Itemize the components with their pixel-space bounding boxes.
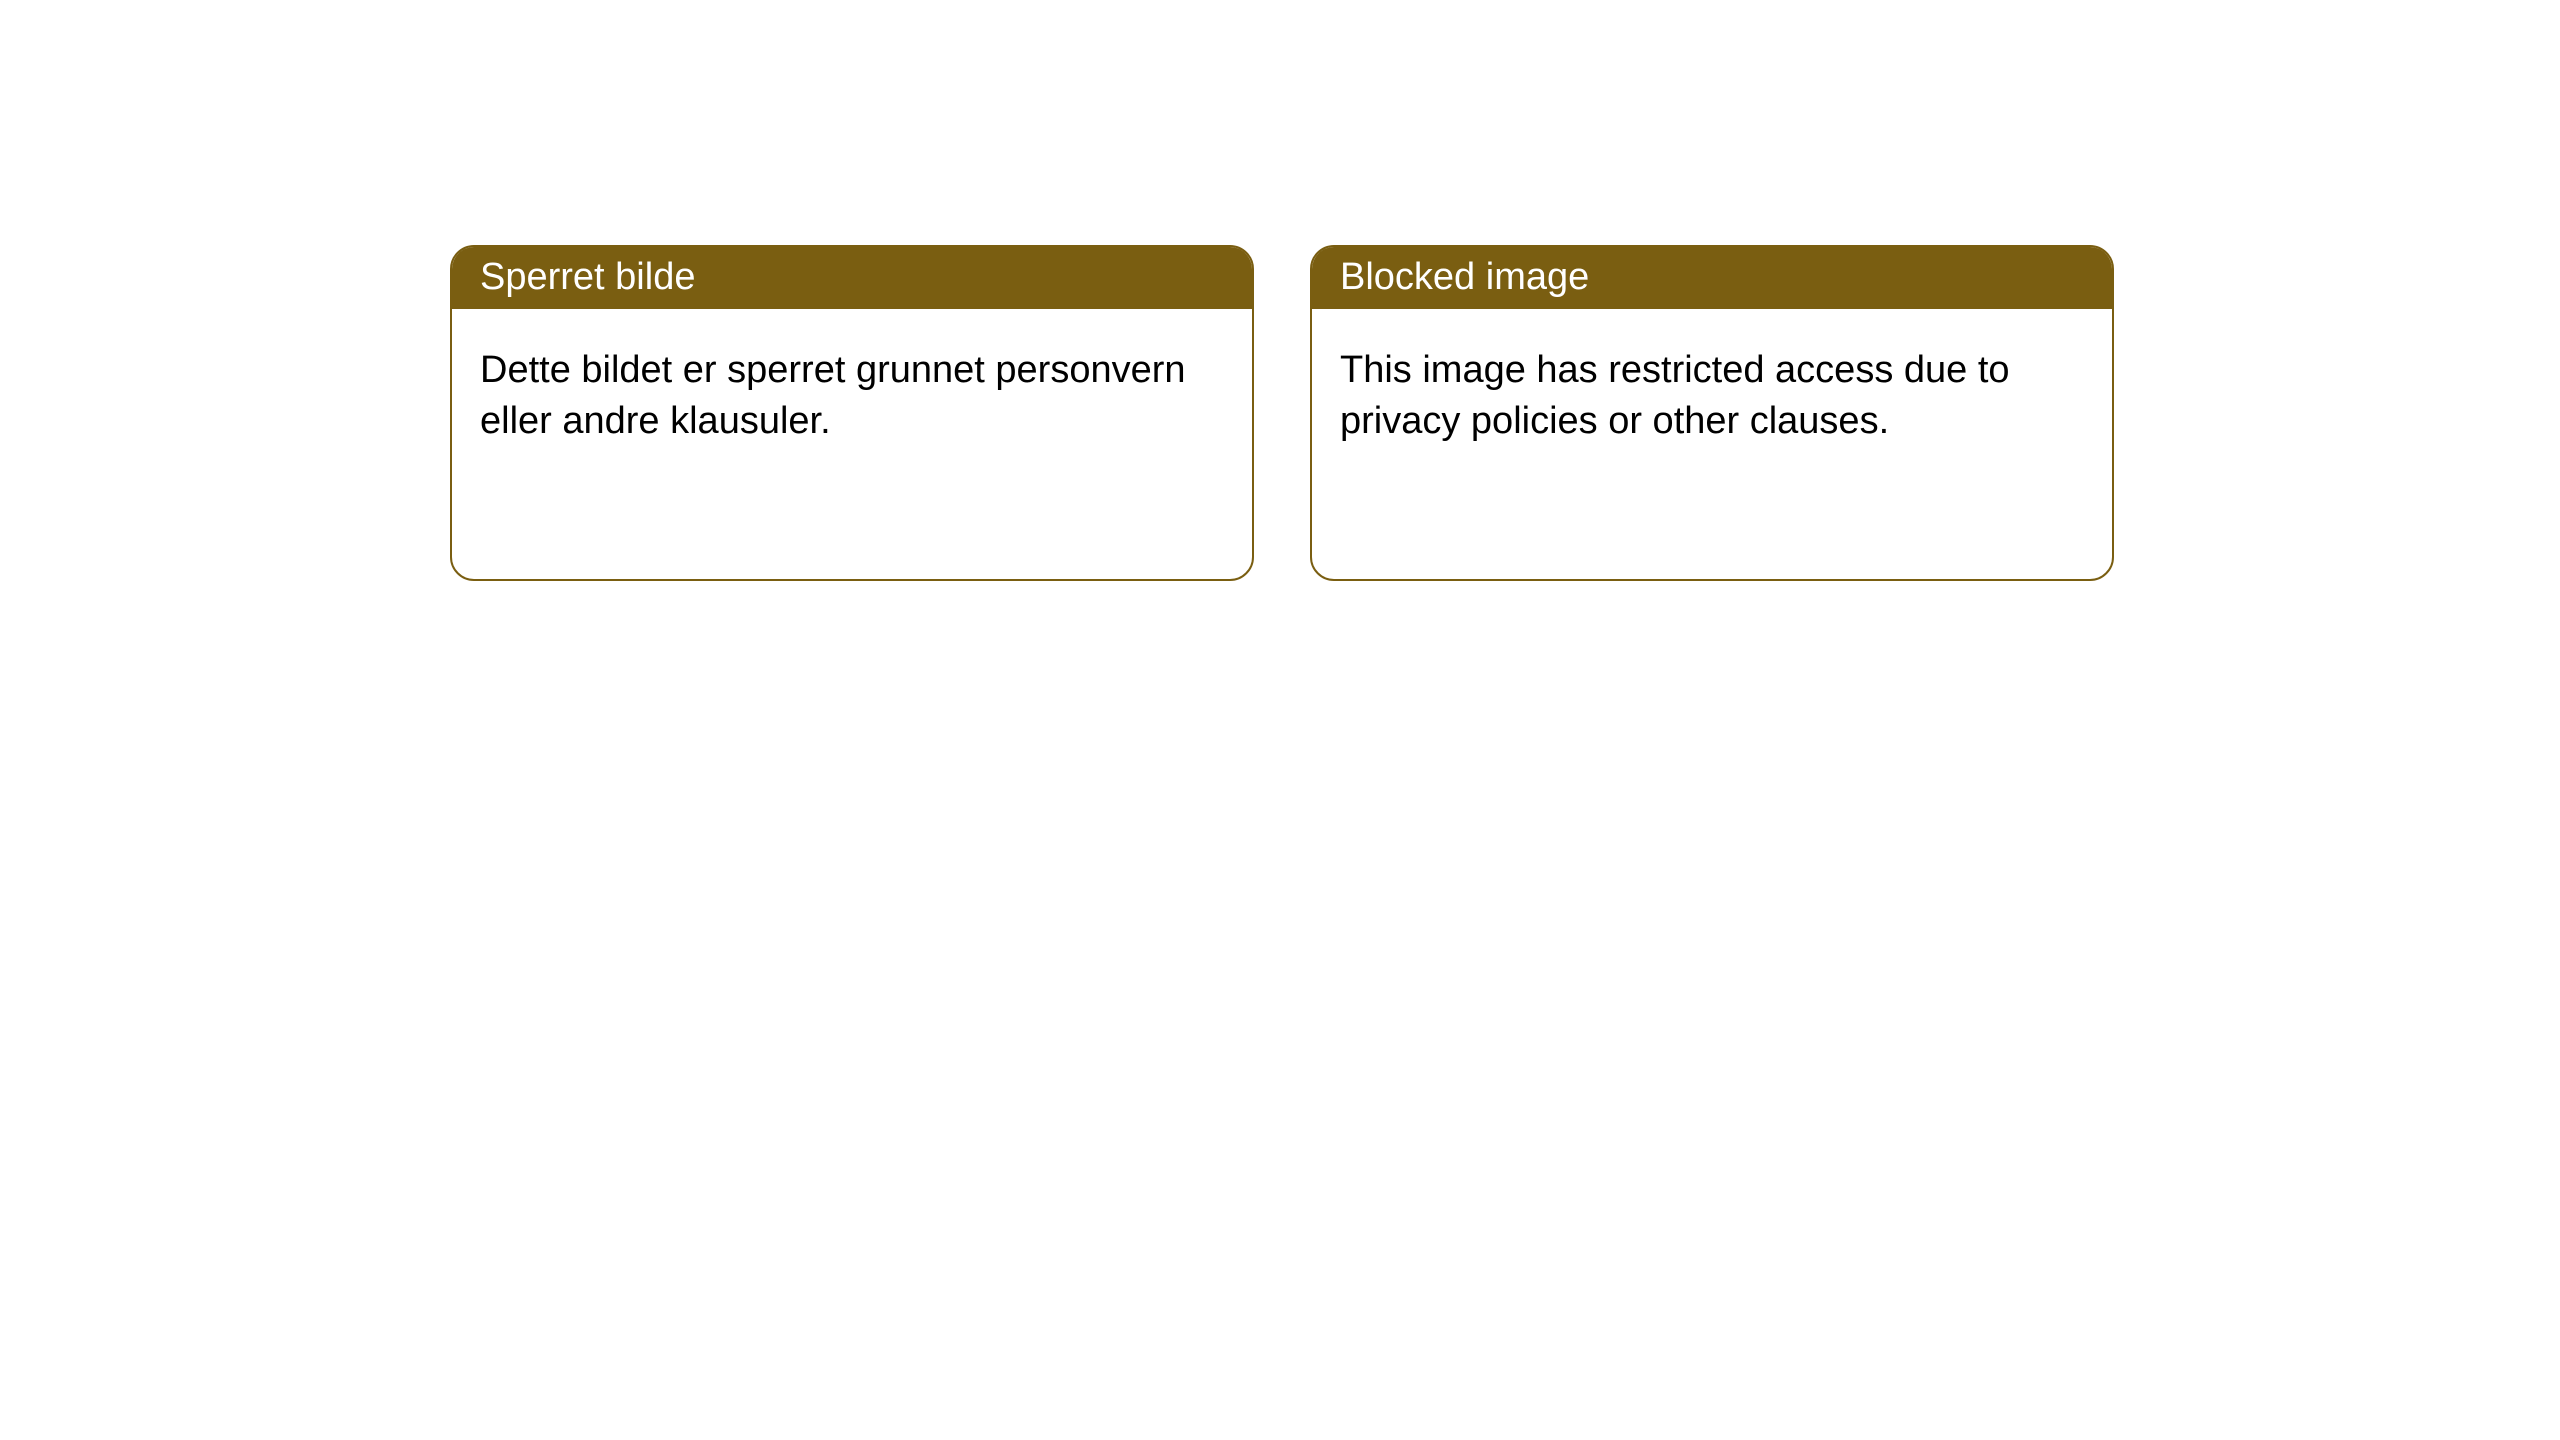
notice-header: Sperret bilde — [452, 247, 1252, 309]
notice-title: Sperret bilde — [480, 256, 695, 298]
notice-card-norwegian: Sperret bilde Dette bildet er sperret gr… — [450, 245, 1254, 581]
notice-body-text: This image has restricted access due to … — [1340, 349, 2010, 442]
notice-header: Blocked image — [1312, 247, 2112, 309]
notice-body-text: Dette bildet er sperret grunnet personve… — [480, 349, 1186, 442]
notice-body: This image has restricted access due to … — [1312, 309, 2112, 484]
notice-body: Dette bildet er sperret grunnet personve… — [452, 309, 1252, 484]
notice-container: Sperret bilde Dette bildet er sperret gr… — [0, 0, 2560, 581]
notice-card-english: Blocked image This image has restricted … — [1310, 245, 2114, 581]
notice-title: Blocked image — [1340, 256, 1589, 298]
